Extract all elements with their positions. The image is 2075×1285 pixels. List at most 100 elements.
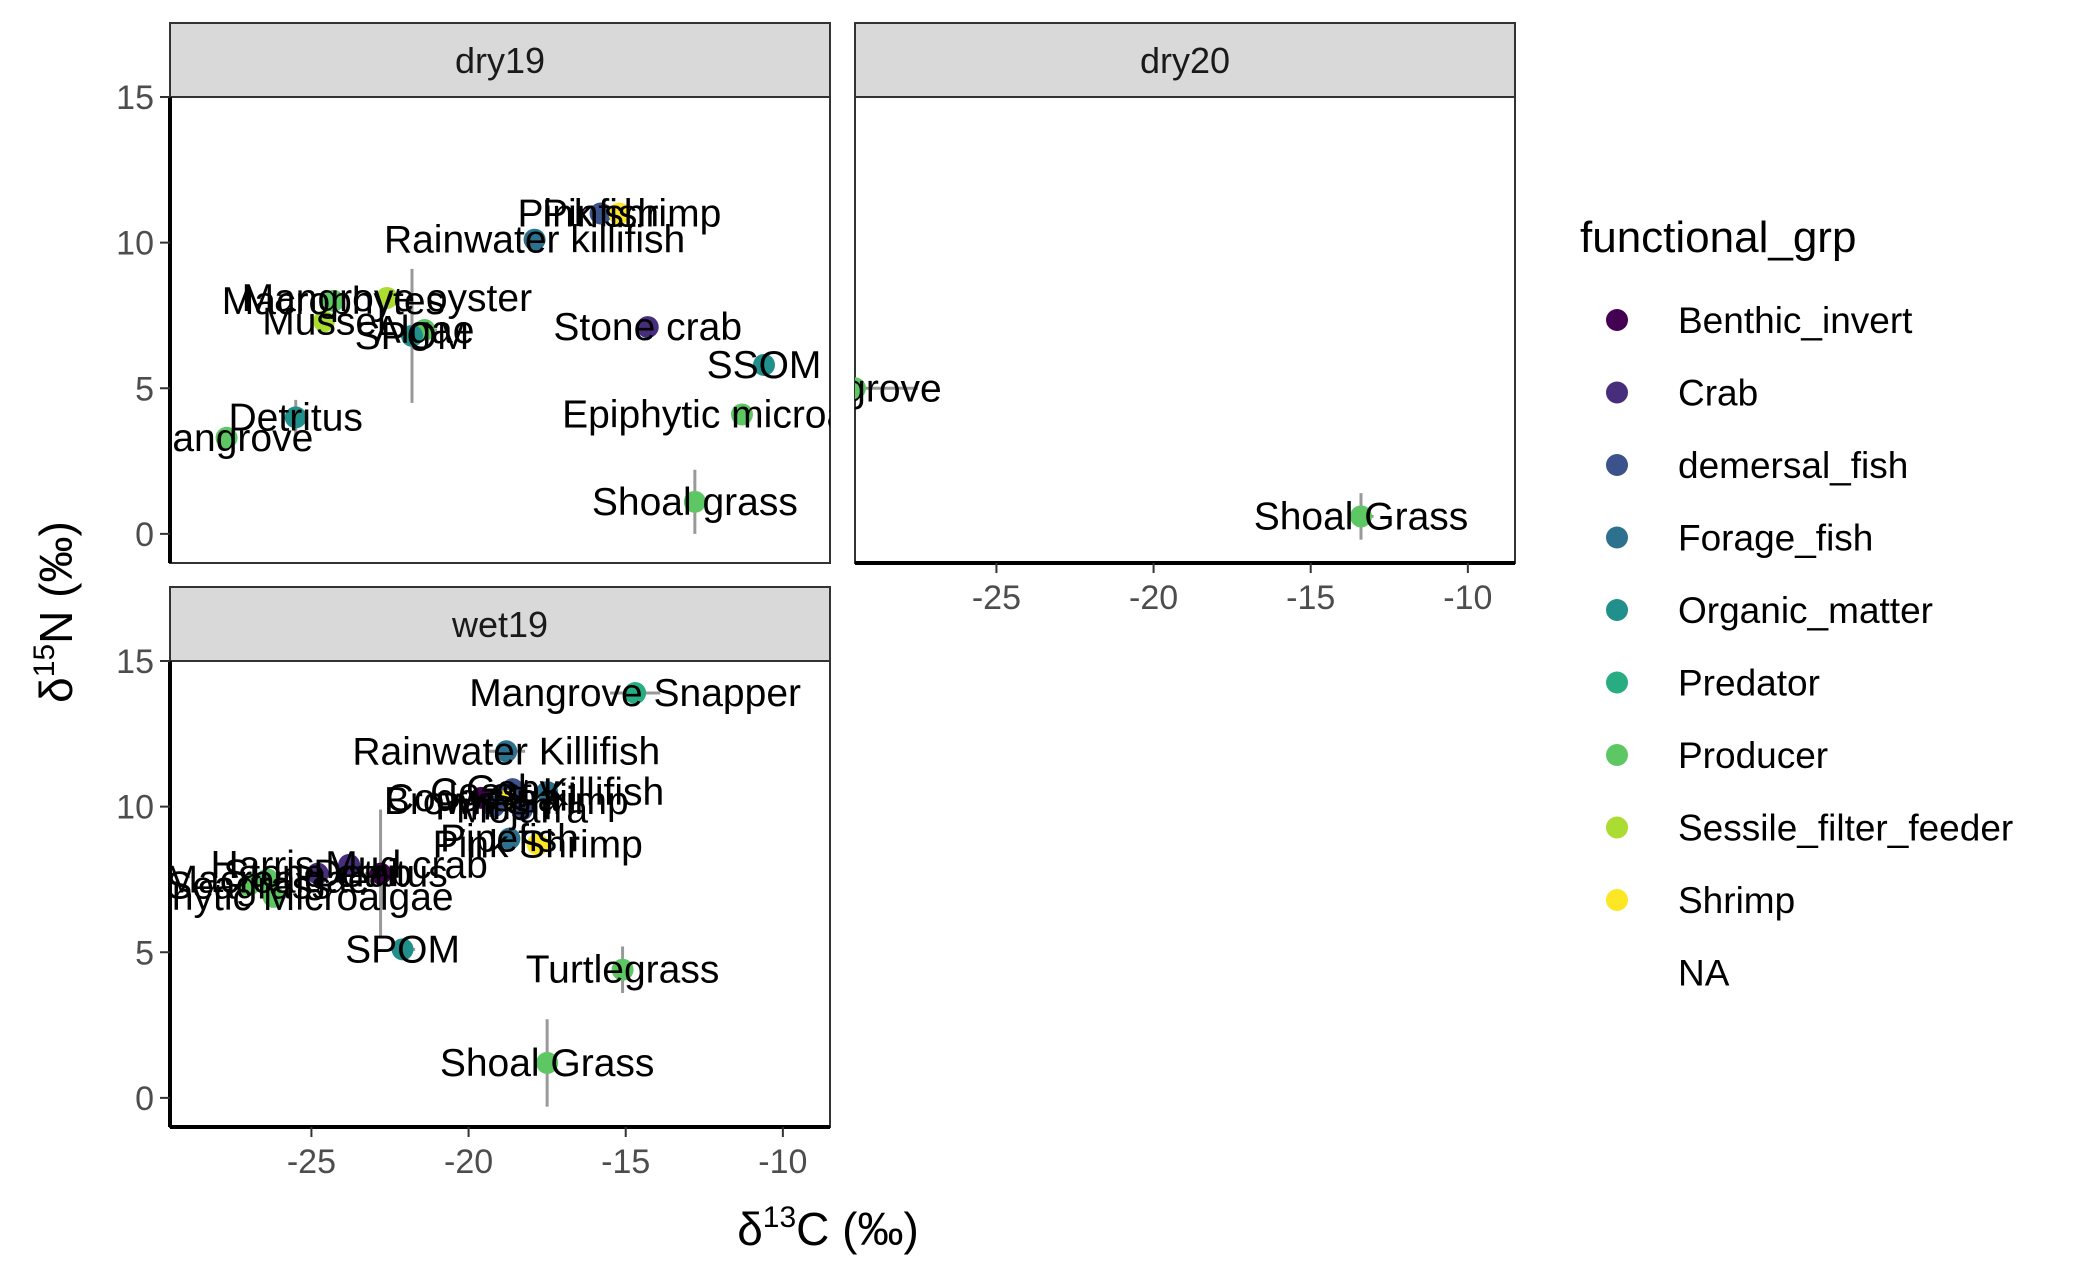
data-point [683,490,706,513]
legend-entries: Benthic_invert Crab demersal_fish Forage_fi… [1606,300,2013,994]
data-point [498,827,521,850]
point-label: Epiphytic Microalgae [94,876,454,919]
point-label: Turtlegrass [526,949,720,992]
facet-strip [169,22,831,98]
facet-strip [854,22,1516,98]
legend-label: Crab [1678,373,1758,414]
legend: functional_grp Benthic_invert Crab demersa… [1580,213,2013,994]
point-label: SPOM [355,315,470,358]
point-label: SSOM [707,344,822,387]
point-label: Seagrass [166,864,331,907]
point-label: Mangrove [768,367,941,410]
data-point [313,310,335,333]
x-axis-title: δ13C (‰) [737,1201,919,1255]
data-point [611,958,634,981]
data-point [482,795,505,818]
point-label: SPOM [345,928,460,971]
legend-label: Shrimp [1678,880,1795,921]
y-tick-label: 0 [135,1080,154,1118]
x-tick-label: -10 [758,1143,807,1181]
point-label: Pinfish [542,193,659,236]
data-point [262,885,285,908]
point-label: Macrophytes [222,280,445,323]
point-label: Pink Shrimp [433,823,643,866]
point-label: Shoal Grass [440,1042,655,1085]
data-point [536,1051,559,1074]
facet-label: dry20 [1140,40,1230,81]
point-label: Mangrove [140,417,313,460]
point-label: Goby [466,768,560,811]
facet-strip [169,586,831,662]
legend-key [1606,454,1628,476]
legend-key [1606,526,1628,549]
y-tick-label: 15 [116,643,154,681]
legend-key [1606,816,1628,839]
point-label: Stone crab [223,853,412,896]
legend-key [1606,599,1628,621]
legend-label: Producer [1678,735,1828,776]
data-point [369,862,392,885]
x-tick-label: -20 [444,1143,493,1181]
panel-content: Mangrove Shoal Grass [768,367,1468,540]
legend-key [1606,671,1628,694]
facet-label: wet19 [451,604,548,645]
point-label: Stone crab [553,306,742,349]
x-tick-label: -15 [601,1143,650,1181]
point-label: Code Snail [386,777,577,820]
legend-key [1606,381,1628,404]
point-label: Algae [375,309,475,352]
data-point [855,377,866,400]
x-tick-label: -10 [1443,579,1492,617]
legend-label: NA [1678,953,1730,994]
data-point [523,228,546,251]
data-point [495,740,518,763]
legend-label: Benthic_invert [1678,300,1913,341]
point-label: Brown Shrimp [384,780,629,823]
data-point [589,202,612,225]
data-point [636,316,659,339]
data-point [624,682,647,705]
legend-title: functional_grp [1580,213,1856,262]
data-point [375,286,398,309]
point-label: Shoal grass [592,481,798,524]
legend-label: Forage_fish [1678,518,1873,559]
x-tick-label: -15 [1286,579,1335,617]
point-label: Rainwater Killifish [352,730,660,773]
data-point [511,798,533,821]
point-label: Mussel [262,300,386,343]
point-label: Coast Killifish [430,771,664,814]
panel-frame [854,96,1516,564]
panel-frame [169,96,831,564]
data-point [536,781,559,804]
point-label: Mangrove oyster [242,277,532,320]
x-tick-label: -25 [287,1143,336,1181]
facet-label: dry19 [455,40,545,81]
point-label: Pipefish [440,818,579,861]
data-point [306,862,329,885]
data-point [526,833,549,856]
data-point [256,868,279,891]
y-axis-title: δ15N (‰) [28,521,82,703]
point-label: Mangrove Snapper [469,672,801,715]
legend-key [1606,744,1628,766]
legend-key [1606,309,1628,331]
legend-label: Sessile_filter_feeder [1678,808,2013,849]
point-label: Pinfish [435,786,552,829]
point-label: Pink shrimp [518,193,722,236]
data-point [284,406,307,429]
data-point [608,202,631,225]
panel-dry20: dry20 -25 -20 -15 -10 Mangrove Shoal Grass [768,22,1516,617]
point-label: Epiphytic microalgae [562,393,922,436]
panel-wet19: wet19 0 5 10 15 -25 -20 -15 -10 Mangrove Snapper R… [94,586,831,1181]
data-point [401,324,423,347]
y-tick-label: 5 [135,934,154,972]
point-label: Detritus [229,396,363,439]
legend-label: Organic_matter [1678,590,1933,631]
data-point [237,874,260,897]
point-label: Macroalgae [166,858,370,901]
legend-key [1606,889,1628,911]
legend-label: demersal_fish [1678,445,1908,486]
point-label: Rainwater killifish [384,219,685,262]
